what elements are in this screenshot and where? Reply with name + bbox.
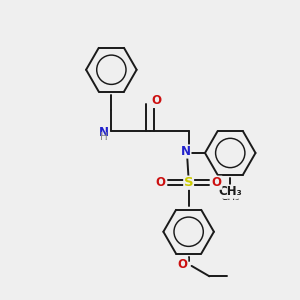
Text: H: H <box>100 132 107 142</box>
Text: O: O <box>212 176 222 189</box>
Text: N: N <box>99 126 109 139</box>
Text: CH₃: CH₃ <box>218 185 242 198</box>
Text: CH₃: CH₃ <box>220 192 240 202</box>
Text: O: O <box>151 94 161 107</box>
Text: O: O <box>212 176 222 189</box>
Text: N: N <box>181 145 191 158</box>
Text: S: S <box>184 176 194 189</box>
Text: N: N <box>181 145 191 158</box>
Text: N: N <box>99 126 109 139</box>
Text: H: H <box>100 132 107 142</box>
Text: O: O <box>155 176 165 189</box>
Text: O: O <box>178 258 188 271</box>
Text: N: N <box>99 126 109 139</box>
Text: O: O <box>178 258 188 271</box>
Text: O: O <box>151 94 161 107</box>
Text: O: O <box>155 176 165 189</box>
Text: S: S <box>184 176 194 189</box>
